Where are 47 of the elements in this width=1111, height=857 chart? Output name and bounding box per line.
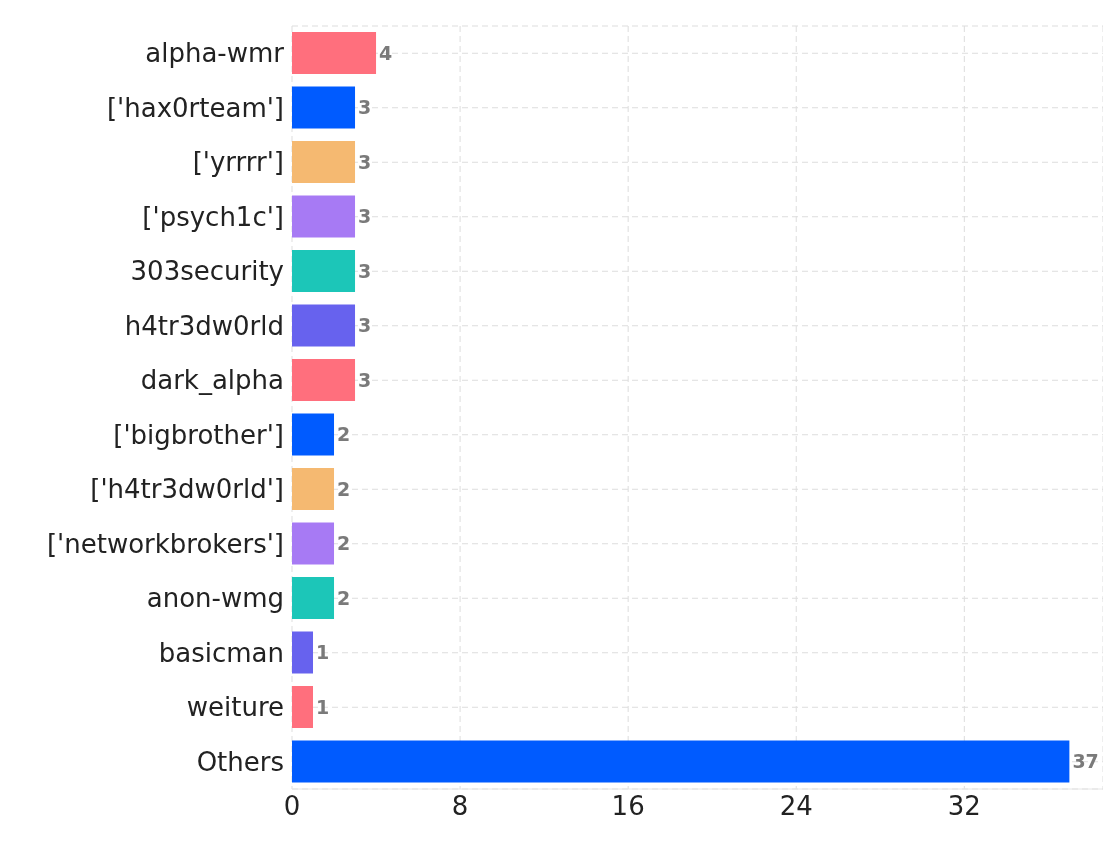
bar	[292, 577, 335, 619]
data-label: 3	[358, 150, 372, 173]
data-label: 1	[316, 641, 330, 664]
data-label: 3	[358, 259, 372, 282]
bar	[292, 250, 356, 292]
bar	[292, 32, 377, 74]
x-tick-label: 8	[451, 791, 469, 822]
x-tick-label: 16	[611, 791, 645, 822]
bar	[292, 413, 335, 456]
data-label: 3	[358, 96, 372, 119]
y-tick-label: ['h4tr3dw0rld']	[90, 474, 284, 505]
bar	[292, 86, 356, 129]
y-tick-label: 303security	[130, 256, 284, 287]
y-tick-label: h4tr3dw0rld	[124, 310, 284, 341]
data-label: 1	[316, 695, 330, 718]
x-tick-label: 32	[947, 791, 981, 822]
bar	[292, 740, 1070, 783]
data-label: 2	[337, 477, 351, 500]
y-tick-label: ['networkbrokers']	[46, 528, 284, 559]
bar	[292, 631, 314, 674]
y-tick-label: alpha-wmr	[145, 38, 285, 69]
y-tick-label: ['bigbrother']	[113, 419, 284, 450]
bar	[292, 195, 356, 238]
y-tick-label: ['hax0rteam']	[106, 92, 284, 123]
y-tick-label: ['psych1c']	[142, 201, 284, 232]
y-tick-label: basicman	[158, 637, 284, 668]
x-tick-label: 0	[283, 791, 301, 822]
bar	[292, 522, 335, 565]
y-tick-label: weiture	[186, 692, 284, 723]
data-label: 3	[358, 314, 372, 337]
data-label: 3	[358, 205, 372, 228]
bar	[292, 468, 335, 510]
data-label: 2	[337, 586, 351, 609]
data-label: 4	[379, 41, 393, 64]
data-label: 2	[337, 423, 351, 446]
data-label: 3	[358, 368, 372, 391]
y-tick-label: ['yrrrr']	[192, 147, 284, 178]
y-tick-label: dark_alpha	[140, 365, 284, 396]
data-label: 37	[1072, 750, 1099, 773]
y-tick-label: Others	[196, 746, 284, 777]
bar	[292, 686, 314, 728]
bar	[292, 141, 356, 183]
x-tick-label: 24	[779, 791, 813, 822]
bar	[292, 359, 356, 401]
bar	[292, 304, 356, 347]
data-label: 2	[337, 532, 351, 555]
y-tick-label: anon-wmg	[146, 583, 284, 614]
